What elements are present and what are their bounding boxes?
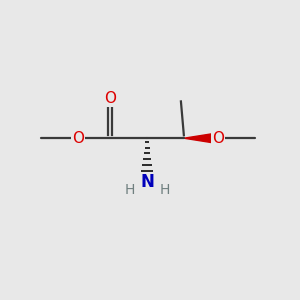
Text: N: N xyxy=(140,173,154,191)
Text: O: O xyxy=(72,131,84,146)
Text: H: H xyxy=(124,183,135,197)
Text: O: O xyxy=(212,131,224,146)
Text: O: O xyxy=(104,91,116,106)
Polygon shape xyxy=(184,134,212,142)
Text: H: H xyxy=(160,183,170,197)
